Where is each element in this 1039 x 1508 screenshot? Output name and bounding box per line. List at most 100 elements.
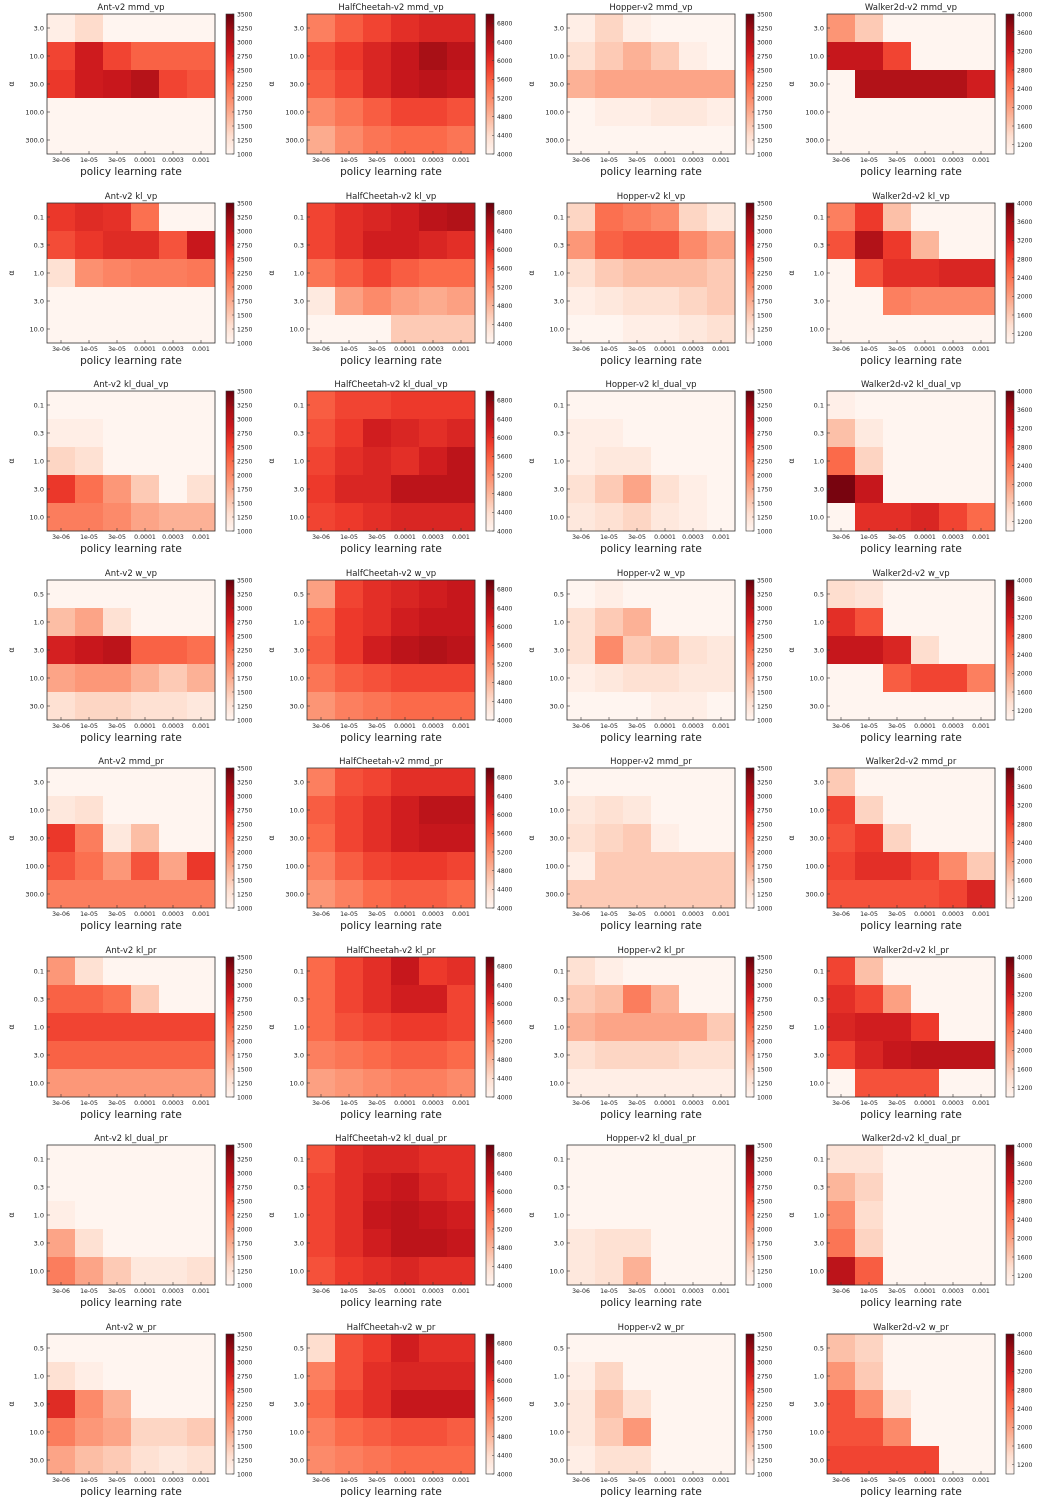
heatmap-cell	[707, 14, 736, 43]
heatmap-panel-ant-v2-mmd-vp: Ant-v2 mmd_vp3.010.030.0100.0300.0α3e-06…	[7, 3, 252, 178]
heatmap-cell	[855, 880, 884, 909]
heatmap-cell	[159, 1040, 188, 1069]
colorbar-tick-label: 4000	[1017, 954, 1032, 961]
heatmap-cell	[827, 691, 856, 720]
heatmap-cell	[651, 1417, 680, 1446]
colorbar-tick-label: 1250	[757, 703, 772, 710]
heatmap-cell	[651, 1173, 680, 1202]
x-axis-label: policy learning rate	[860, 355, 962, 367]
heatmap-cell	[623, 475, 652, 504]
colorbar-tick-label: 6800	[497, 1340, 512, 1347]
heatmap-cell	[827, 768, 856, 797]
y-tick-label: 1.0	[814, 1023, 824, 1031]
heatmap-cell	[679, 1417, 708, 1446]
colorbar-tick-label: 3600	[1017, 218, 1032, 225]
y-axis-label: α	[7, 270, 16, 275]
heatmap-cell	[103, 447, 132, 476]
heatmap-cell	[391, 635, 420, 664]
y-axis-label: α	[7, 1024, 16, 1029]
y-tick-label: 1.0	[554, 269, 564, 277]
heatmap-cell	[447, 1229, 476, 1258]
colorbar-tick-label: 1500	[237, 689, 252, 696]
y-tick-label: 10.0	[30, 674, 44, 682]
heatmap-cell	[855, 42, 884, 71]
heatmap-cell	[883, 1229, 912, 1258]
heatmap-cell	[447, 98, 476, 127]
heatmap-cell	[883, 663, 912, 692]
heatmap-cell	[131, 1229, 160, 1258]
heatmap-cell	[419, 258, 448, 287]
colorbar-tick-label: 3500	[757, 954, 772, 961]
x-tick-label: 0.0003	[422, 1100, 444, 1107]
colorbar-tick-label: 2800	[1017, 821, 1032, 828]
heatmap-cell	[187, 98, 216, 127]
x-tick-label: 1e-05	[80, 346, 98, 353]
heatmap-cell	[103, 1445, 132, 1474]
heatmap-cell	[855, 1145, 884, 1174]
heatmap-cell	[363, 691, 392, 720]
colorbar	[1005, 1333, 1015, 1474]
colorbar-tick-label: 1200	[1017, 142, 1032, 149]
heatmap-cell	[419, 391, 448, 420]
y-tick-label: 0.3	[554, 1184, 564, 1192]
colorbar-tick-label: 2800	[1017, 633, 1032, 640]
colorbar-tick-label: 2750	[757, 1184, 772, 1191]
heatmap-cell	[679, 1361, 708, 1390]
x-axis-label: policy learning rate	[860, 920, 962, 932]
heatmap-cell	[391, 391, 420, 420]
x-axis-label: policy learning rate	[600, 1297, 702, 1309]
heatmap-cell	[419, 98, 448, 127]
heatmap-cell	[419, 824, 448, 853]
heatmap-cell	[939, 824, 968, 853]
heatmap-cell	[679, 286, 708, 315]
colorbar-tick-label: 3000	[237, 228, 252, 235]
chart-title: HalfCheetah-v2 mmd_pr	[339, 757, 443, 767]
x-axis-label: policy learning rate	[340, 1109, 442, 1121]
x-tick-label: 1e-05	[340, 1477, 358, 1484]
colorbar-tick-label: 1000	[237, 1471, 252, 1478]
colorbar	[1005, 202, 1015, 343]
heatmap-cell	[75, 1068, 104, 1097]
heatmap-cell	[939, 796, 968, 825]
heatmap-cell	[595, 503, 624, 532]
colorbar-tick-label: 3000	[757, 416, 772, 423]
heatmap-cell	[131, 70, 160, 99]
x-tick-label: 3e-06	[832, 1477, 850, 1484]
chart-title: Ant-v2 mmd_pr	[98, 757, 164, 767]
colorbar-tick-label: 2400	[1017, 840, 1032, 847]
y-tick-label: 3.0	[294, 779, 304, 787]
colorbar-tick-label: 3600	[1017, 972, 1032, 979]
colorbar-tick-label: 2400	[1017, 463, 1032, 470]
heatmap-cell	[187, 1445, 216, 1474]
chart-title: Ant-v2 w_pr	[106, 1323, 157, 1333]
heatmap-cell	[363, 314, 392, 343]
colorbar-tick-label: 1750	[757, 486, 772, 493]
heatmap-cell	[883, 956, 912, 985]
colorbar-tick-label: 2000	[237, 472, 252, 479]
colorbar-tick-label: 6000	[497, 623, 512, 630]
heatmap-cell	[827, 503, 856, 532]
heatmap-cell	[75, 1173, 104, 1202]
heatmap-cell	[707, 1361, 736, 1390]
heatmap-cell	[911, 984, 940, 1013]
heatmap-cell	[967, 42, 996, 71]
heatmap-cell	[363, 984, 392, 1013]
heatmap-cell	[883, 1417, 912, 1446]
heatmap-cell	[883, 1145, 912, 1174]
heatmap-cell	[447, 880, 476, 909]
heatmap-cell	[75, 1389, 104, 1418]
y-tick-label: 0.3	[814, 995, 824, 1003]
heatmap-cell	[187, 1173, 216, 1202]
colorbar-tick-label: 3000	[237, 793, 252, 800]
heatmap-cell	[103, 1257, 132, 1286]
heatmap-cell	[363, 70, 392, 99]
colorbar-tick-label: 5600	[497, 1019, 512, 1026]
colorbar-tick-label: 5600	[497, 642, 512, 649]
x-tick-label: 0.001	[192, 723, 210, 730]
heatmap-cell	[131, 391, 160, 420]
heatmap-cell	[363, 1389, 392, 1418]
heatmap-cell	[567, 607, 596, 636]
heatmap-cell	[855, 1068, 884, 1097]
x-tick-label: 0.0003	[422, 911, 444, 918]
heatmap-cell	[827, 1012, 856, 1041]
